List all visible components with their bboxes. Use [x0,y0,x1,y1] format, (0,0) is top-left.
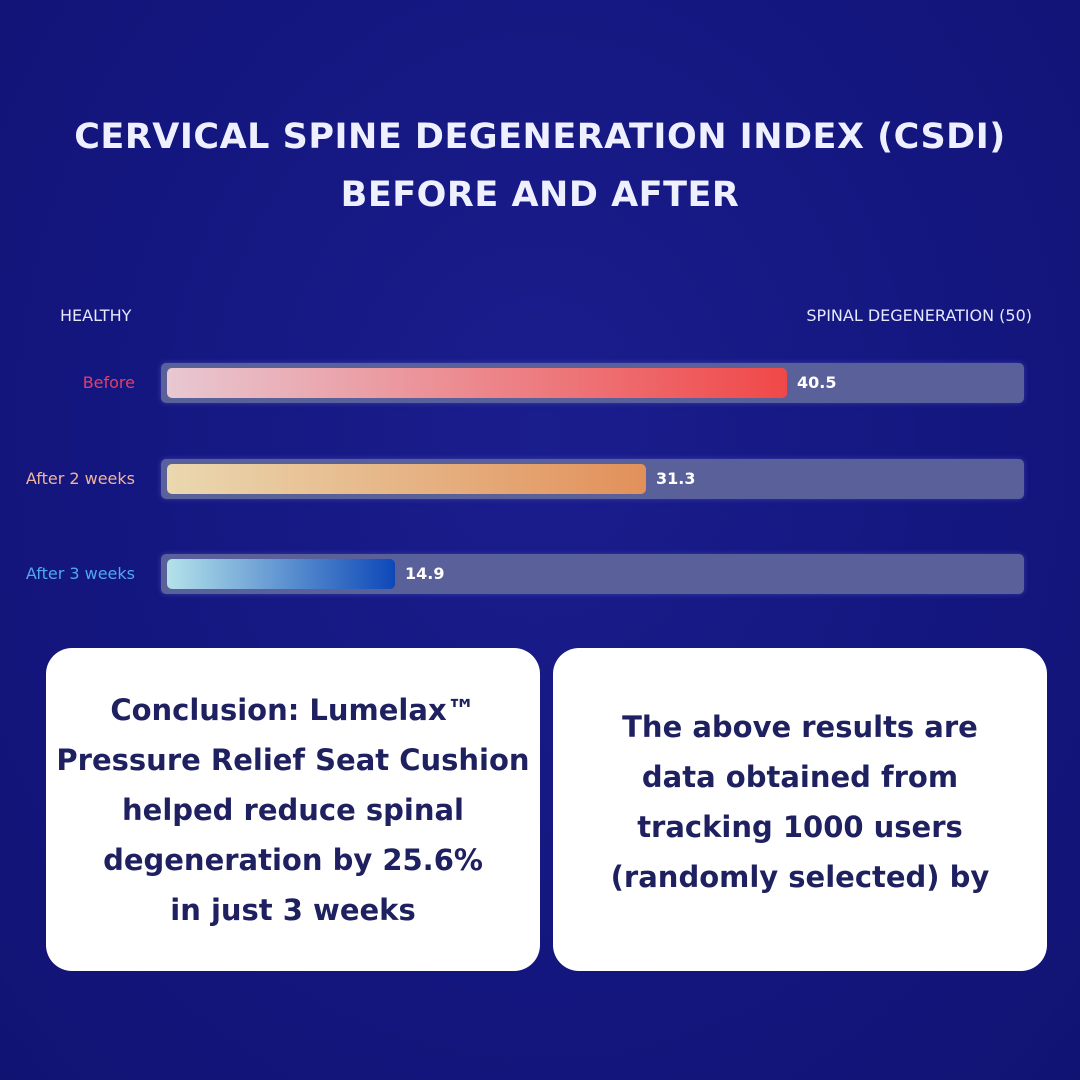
card-text-line: Pressure Relief Seat Cushion [56,742,530,777]
axis-label-healthy: HEALTHY [60,306,132,325]
bar-track: 31.3 [161,459,1024,499]
bar-fill [167,368,787,398]
bar-track: 14.9 [161,554,1024,594]
conclusion-card: Conclusion: Lumelax™ Pressure Relief Seat… [46,648,540,971]
bar-value-label: 14.9 [405,564,445,583]
bar-value-label: 31.3 [656,469,696,488]
card-text-line: tracking 1000 users [637,809,963,844]
bar-category-label: After 2 weeks [25,469,135,488]
bar-category-label: After 3 weeks [25,564,135,583]
card-text-line: The above results are [622,709,978,744]
title-line-2: BEFORE AND AFTER [340,175,740,215]
card-text-line: degeneration by 25.6% [103,842,483,877]
bar-category-label: Before [82,373,135,392]
bar-value-label: 40.5 [797,373,837,392]
card-text-line: (randomly selected) by [610,859,990,894]
card-text-line: Conclusion: Lumelax™ [110,692,476,727]
title-line-1: CERVICAL SPINE DEGENERATION INDEX (CSDI) [74,117,1006,157]
bar-track: 40.5 [161,363,1024,403]
card-text-line: data obtained from [641,759,959,794]
bar-fill [167,464,646,494]
axis-label-degeneration: SPINAL DEGENERATION (50) [806,306,1032,325]
card-text-line: in just 3 weeks [170,892,416,927]
source-card: The above results are data obtained from t… [553,648,1047,971]
chart-title: CERVICAL SPINE DEGENERATION INDEX (CSDI)… [0,108,1080,224]
card-text-line: helped reduce spinal [122,792,464,827]
bar-fill [167,559,395,589]
